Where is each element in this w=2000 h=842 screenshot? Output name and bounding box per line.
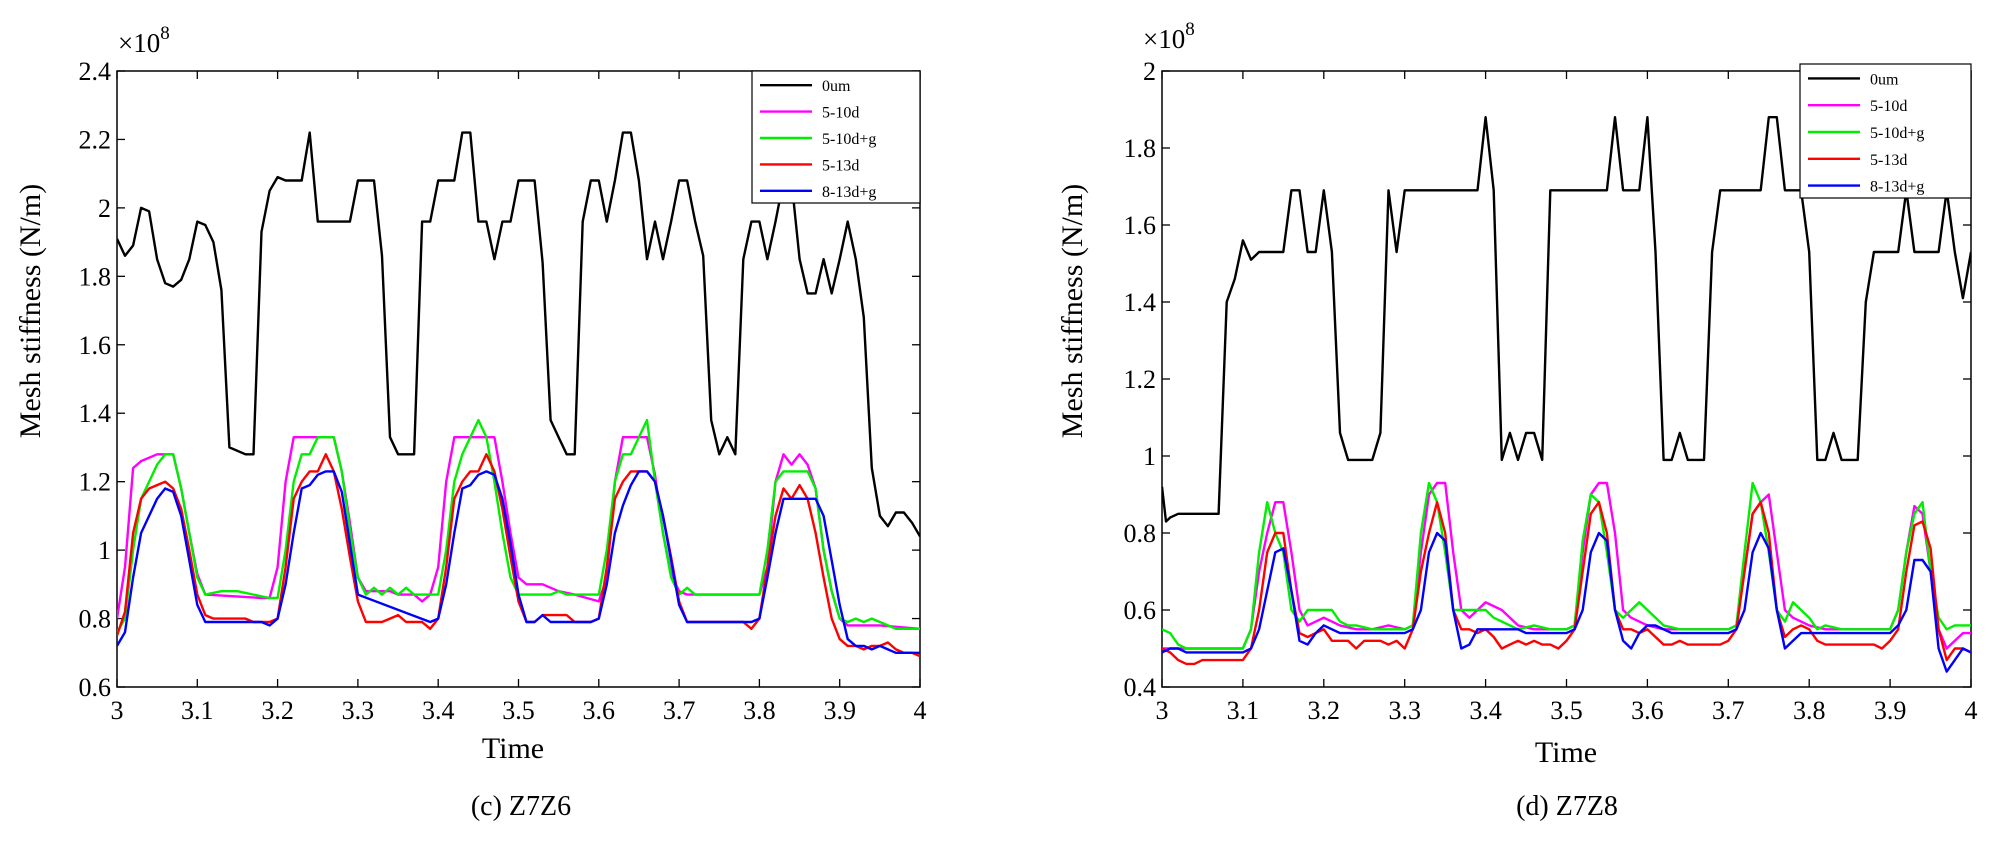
x-tick-label: 3.5 [502, 696, 535, 725]
x-tick-label: 3.8 [1793, 696, 1826, 725]
x-tick-label: 3.9 [823, 696, 856, 725]
series-line-8-13d-g [1162, 531, 1971, 673]
series-line-5-10d [1162, 481, 1971, 650]
series-group [1162, 115, 1971, 673]
y-tick-label: 1 [98, 536, 111, 565]
figure-caption: (d) Z7Z8 [1516, 791, 1618, 822]
x-tick-label: 3.6 [1631, 696, 1664, 725]
x-tick-label: 3.4 [1469, 696, 1502, 725]
x-axis-label: Time [1535, 736, 1597, 769]
y-tick-label: 2.4 [79, 57, 112, 86]
series-line-5-13d [117, 453, 920, 658]
y-exponent-power: 8 [1185, 19, 1195, 40]
legend-label: 5-13d [1870, 152, 1907, 169]
x-tick-label: 3.1 [181, 696, 214, 725]
y-tick-label: 0.4 [1124, 673, 1157, 702]
x-tick-label: 3.3 [1388, 696, 1421, 725]
y-tick-label: 1.4 [1124, 288, 1157, 317]
legend-label: 0um [822, 78, 851, 95]
legend: 0um 5-10d 5-10d+g 5-13d 8-13d+g [1799, 63, 1972, 199]
chart-panel-d: Mesh stiffness (N/m) Time (d) Z7Z8 ×108 … [1056, 19, 1978, 822]
series-line-5-10d [117, 436, 920, 630]
legend-label: 5-10d+g [1870, 125, 1924, 142]
y-exponent: ×108 [118, 23, 170, 58]
series-group [117, 131, 920, 658]
legend-label: 8-13d+g [822, 184, 876, 201]
legend-label: 5-10d+g [822, 131, 876, 148]
x-tick-label: 3.4 [422, 696, 455, 725]
x-tick-label: 3.1 [1227, 696, 1260, 725]
y-exponent: ×108 [1143, 19, 1195, 54]
x-tick-label: 3 [111, 696, 124, 725]
x-tick-label: 3.8 [743, 696, 776, 725]
series-line-0um [1162, 115, 1971, 523]
legend-label: 8-13d+g [1870, 179, 1924, 196]
series-line-8-13d-g [117, 470, 920, 654]
x-tick-label: 3.7 [663, 696, 696, 725]
y-tick-label: 1.8 [1124, 134, 1157, 163]
legend-label: 5-13d [822, 157, 859, 174]
y-exponent-base: ×10 [1143, 24, 1185, 54]
y-tick-label: 1.6 [79, 331, 112, 360]
y-tick-label: 1.2 [79, 468, 112, 497]
chart-panel-c: Mesh stiffness (N/m) Time (c) Z7Z6 ×108 … [14, 23, 927, 822]
figure-caption: (c) Z7Z6 [471, 791, 571, 822]
series-line-5-13d [1162, 501, 1971, 666]
legend-label: 0um [1870, 71, 1899, 88]
y-tick-label: 2.2 [79, 125, 112, 154]
x-tick-label: 4 [1965, 696, 1978, 725]
x-axis-label: Time [482, 732, 544, 765]
y-tick-label: 2 [98, 194, 111, 223]
y-axis-label: Mesh stiffness (N/m) [1056, 184, 1089, 438]
y-tick-label: 1 [1143, 442, 1156, 471]
x-tick-label: 3.9 [1874, 696, 1907, 725]
y-tick-label: 1.2 [1124, 365, 1157, 394]
y-tick-label: 1.8 [79, 262, 112, 291]
legend-label: 5-10d [822, 105, 859, 122]
x-tick-label: 3.7 [1712, 696, 1745, 725]
x-tick-label: 3 [1156, 696, 1169, 725]
x-tick-label: 3.6 [583, 696, 616, 725]
y-axis-label: Mesh stiffness (N/m) [14, 184, 47, 438]
y-tick-label: 1.6 [1124, 211, 1157, 240]
y-tick-label: 0.8 [1124, 519, 1157, 548]
y-tick-label: 1.4 [79, 399, 112, 428]
y-exponent-base: ×10 [118, 28, 160, 58]
x-tick-label: 3.2 [1308, 696, 1341, 725]
y-tick-label: 2 [1143, 57, 1156, 86]
x-tick-label: 3.3 [342, 696, 375, 725]
legend: 0um 5-10d 5-10d+g 5-13d 8-13d+g [751, 70, 921, 204]
y-exponent-power: 8 [160, 23, 170, 44]
y-tick-label: 0.6 [1124, 596, 1157, 625]
legend-label: 5-10d [1870, 98, 1907, 115]
x-tick-label: 4 [914, 696, 927, 725]
x-tick-label: 3.2 [261, 696, 294, 725]
series-line-5-10d-g [117, 418, 920, 633]
y-tick-label: 0.6 [79, 673, 112, 702]
x-tick-label: 3.5 [1550, 696, 1583, 725]
y-tick-label: 0.8 [79, 605, 112, 634]
